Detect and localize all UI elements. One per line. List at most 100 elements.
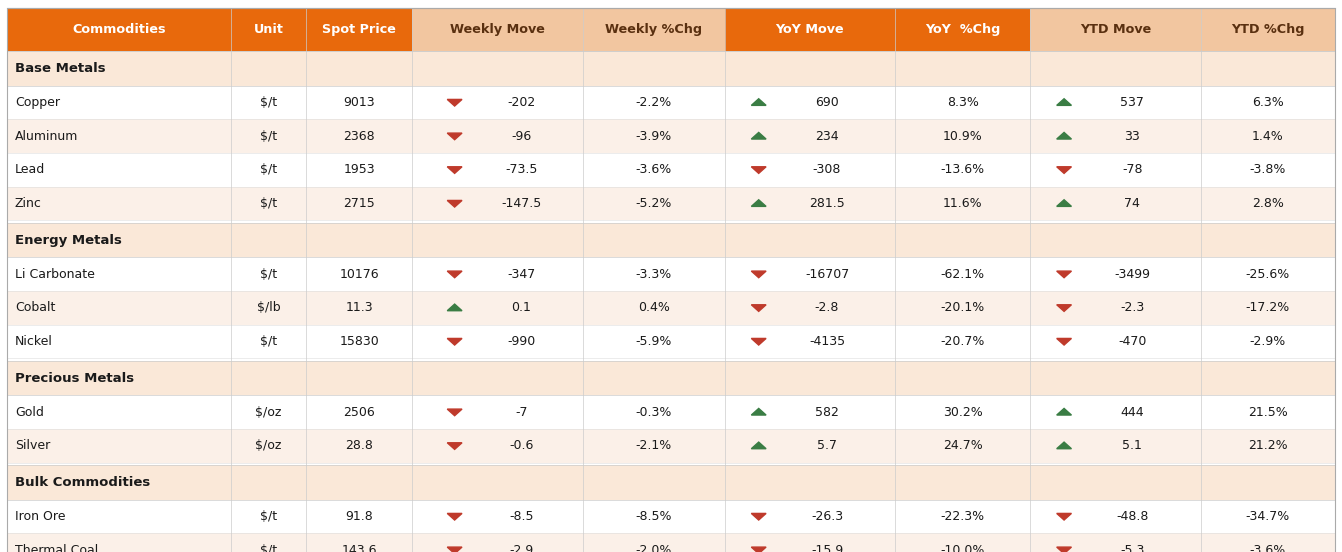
Text: -3.6%: -3.6% bbox=[636, 163, 672, 176]
Text: -16707: -16707 bbox=[805, 268, 849, 280]
Text: -26.3: -26.3 bbox=[811, 510, 843, 523]
Text: Weekly %Chg: Weekly %Chg bbox=[605, 23, 702, 36]
Polygon shape bbox=[447, 133, 462, 140]
Polygon shape bbox=[1056, 513, 1071, 520]
Text: $/t: $/t bbox=[260, 197, 278, 210]
Polygon shape bbox=[752, 132, 766, 139]
Polygon shape bbox=[1056, 338, 1071, 345]
Bar bbox=[7, 533, 1335, 552]
Text: Spot Price: Spot Price bbox=[322, 23, 396, 36]
Text: 2368: 2368 bbox=[344, 130, 374, 142]
Text: -147.5: -147.5 bbox=[501, 197, 541, 210]
Bar bbox=[7, 429, 1335, 463]
Polygon shape bbox=[752, 305, 766, 311]
Text: Commodities: Commodities bbox=[72, 23, 165, 36]
Text: Bulk Commodities: Bulk Commodities bbox=[15, 476, 150, 489]
Text: -22.3%: -22.3% bbox=[941, 510, 985, 523]
Bar bbox=[7, 361, 1335, 395]
Polygon shape bbox=[752, 442, 766, 449]
Text: -8.5: -8.5 bbox=[509, 510, 534, 523]
Text: Aluminum: Aluminum bbox=[15, 130, 78, 142]
Polygon shape bbox=[1056, 200, 1071, 206]
Text: -73.5: -73.5 bbox=[505, 163, 537, 176]
Text: 1.4%: 1.4% bbox=[1252, 130, 1284, 142]
Bar bbox=[7, 463, 1335, 465]
Text: -308: -308 bbox=[813, 163, 841, 176]
Bar bbox=[895, 8, 1029, 51]
Bar bbox=[1201, 8, 1335, 51]
Text: -2.0%: -2.0% bbox=[636, 544, 672, 552]
Text: -5.3: -5.3 bbox=[1121, 544, 1145, 552]
Bar bbox=[7, 465, 1335, 500]
Text: $/oz: $/oz bbox=[255, 439, 282, 452]
Text: Iron Ore: Iron Ore bbox=[15, 510, 66, 523]
Text: -8.5%: -8.5% bbox=[635, 510, 672, 523]
Polygon shape bbox=[752, 271, 766, 278]
Text: Li Carbonate: Li Carbonate bbox=[15, 268, 95, 280]
Bar bbox=[7, 187, 1335, 220]
Polygon shape bbox=[1056, 408, 1071, 415]
Text: 281.5: 281.5 bbox=[809, 197, 845, 210]
Text: $/t: $/t bbox=[260, 544, 278, 552]
Bar bbox=[7, 51, 1335, 86]
Polygon shape bbox=[447, 338, 462, 345]
Text: -2.9%: -2.9% bbox=[1249, 335, 1286, 348]
Text: $/oz: $/oz bbox=[255, 406, 282, 418]
Text: 24.7%: 24.7% bbox=[942, 439, 982, 452]
Text: 0.1: 0.1 bbox=[511, 301, 531, 314]
Bar bbox=[7, 86, 1335, 119]
Text: $/t: $/t bbox=[260, 96, 278, 109]
Polygon shape bbox=[1056, 132, 1071, 139]
Text: 8.3%: 8.3% bbox=[946, 96, 978, 109]
Text: -3.8%: -3.8% bbox=[1249, 163, 1286, 176]
Text: -48.8: -48.8 bbox=[1117, 510, 1149, 523]
Text: 0.4%: 0.4% bbox=[637, 301, 670, 314]
Text: -0.3%: -0.3% bbox=[636, 406, 672, 418]
Polygon shape bbox=[1056, 99, 1071, 105]
Text: 143.6: 143.6 bbox=[341, 544, 377, 552]
Text: $/t: $/t bbox=[260, 510, 278, 523]
Text: 444: 444 bbox=[1121, 406, 1145, 418]
Text: 33: 33 bbox=[1125, 130, 1141, 142]
Text: Base Metals: Base Metals bbox=[15, 62, 106, 75]
Polygon shape bbox=[447, 271, 462, 278]
Polygon shape bbox=[447, 547, 462, 552]
Polygon shape bbox=[447, 304, 462, 311]
Text: 2506: 2506 bbox=[344, 406, 374, 418]
Polygon shape bbox=[447, 167, 462, 173]
Text: -7: -7 bbox=[515, 406, 527, 418]
Text: Weekly Move: Weekly Move bbox=[450, 23, 545, 36]
Polygon shape bbox=[447, 99, 462, 106]
Text: 5.1: 5.1 bbox=[1122, 439, 1142, 452]
Text: -96: -96 bbox=[511, 130, 531, 142]
Bar bbox=[7, 500, 1335, 533]
Text: -2.3: -2.3 bbox=[1121, 301, 1145, 314]
Text: -25.6%: -25.6% bbox=[1245, 268, 1290, 280]
Text: Cobalt: Cobalt bbox=[15, 301, 55, 314]
Polygon shape bbox=[752, 408, 766, 415]
Text: $/t: $/t bbox=[260, 130, 278, 142]
Text: $/t: $/t bbox=[260, 163, 278, 176]
Text: -10.0%: -10.0% bbox=[941, 544, 985, 552]
Polygon shape bbox=[752, 338, 766, 345]
Text: -62.1%: -62.1% bbox=[941, 268, 985, 280]
Text: Nickel: Nickel bbox=[15, 335, 52, 348]
Text: -20.1%: -20.1% bbox=[941, 301, 985, 314]
Text: 10.9%: 10.9% bbox=[942, 130, 982, 142]
Bar bbox=[725, 8, 895, 51]
Text: -3.6%: -3.6% bbox=[1249, 544, 1286, 552]
Text: 28.8: 28.8 bbox=[345, 439, 373, 452]
Text: -4135: -4135 bbox=[809, 335, 845, 348]
Bar bbox=[7, 257, 1335, 291]
Text: $/lb: $/lb bbox=[256, 301, 280, 314]
Polygon shape bbox=[1056, 271, 1071, 278]
Text: YoY Move: YoY Move bbox=[776, 23, 844, 36]
Text: Lead: Lead bbox=[15, 163, 46, 176]
Bar bbox=[231, 8, 306, 51]
Text: -13.6%: -13.6% bbox=[941, 163, 985, 176]
Text: -202: -202 bbox=[507, 96, 535, 109]
Polygon shape bbox=[1056, 442, 1071, 449]
Polygon shape bbox=[752, 99, 766, 105]
Polygon shape bbox=[752, 547, 766, 552]
Text: YTD Move: YTD Move bbox=[1080, 23, 1151, 36]
